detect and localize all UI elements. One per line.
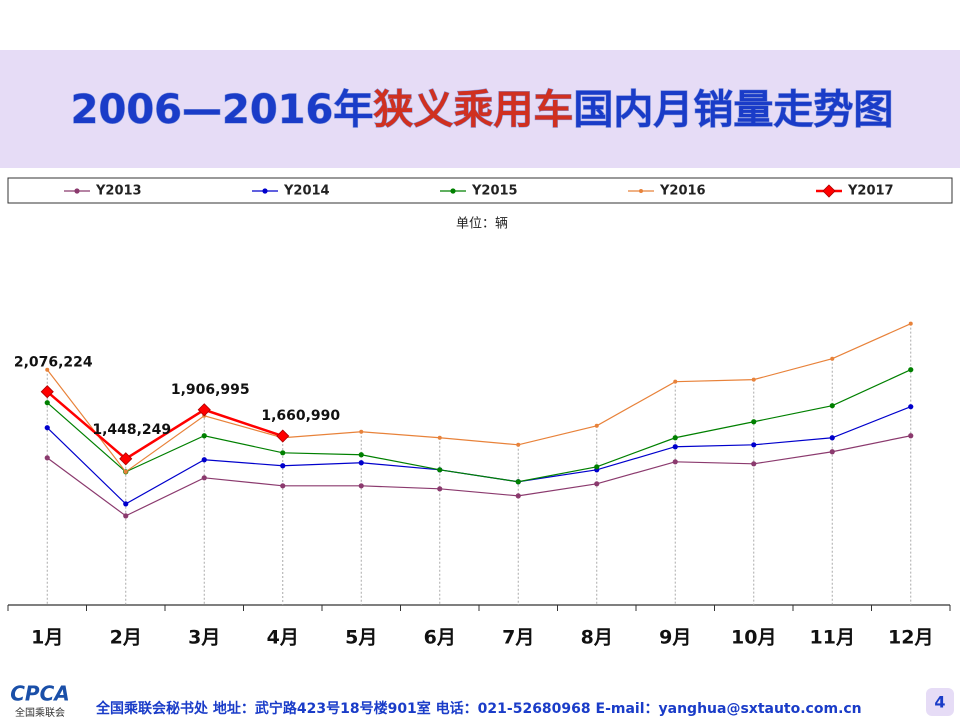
- page-number-box: [926, 688, 954, 716]
- point: [437, 435, 442, 440]
- point: [673, 379, 678, 384]
- x-tick-label: 5月: [345, 627, 377, 649]
- data-label: 1,448,249: [92, 422, 171, 438]
- point: [450, 188, 456, 194]
- point: [44, 455, 50, 461]
- title-part: 国内月销量走势图: [573, 87, 893, 133]
- point: [639, 189, 643, 193]
- point: [40, 385, 54, 399]
- point: [123, 513, 129, 519]
- point: [672, 435, 678, 441]
- data-label: 2,076,224: [14, 355, 93, 371]
- series-line: [46, 406, 911, 505]
- point: [280, 450, 286, 456]
- series-line: [46, 435, 911, 517]
- chart-title: 2006—2016年狭义乘用车国内月销量走势图: [71, 87, 894, 133]
- x-tick-label: 2月: [110, 627, 142, 649]
- point: [908, 404, 914, 410]
- point: [516, 442, 521, 447]
- point: [594, 481, 600, 487]
- x-tick-label: 3月: [188, 627, 220, 649]
- series-line: [46, 323, 911, 473]
- unit-label: 单位：辆: [456, 217, 508, 232]
- point: [515, 479, 521, 485]
- x-tick-label: 11月: [810, 627, 855, 649]
- point: [280, 483, 286, 489]
- point: [437, 486, 443, 492]
- legend-label: Y2015: [471, 184, 518, 199]
- title-part: 2006—2016年: [71, 87, 374, 133]
- point: [358, 460, 364, 466]
- point: [908, 367, 914, 373]
- point: [74, 188, 80, 194]
- legend-box: [7, 177, 953, 204]
- legend-label: Y2014: [283, 184, 330, 199]
- point: [119, 452, 133, 466]
- x-tick-label: 4月: [267, 627, 299, 649]
- point: [829, 449, 835, 455]
- point: [201, 475, 207, 481]
- x-tick-label: 12月: [888, 627, 933, 649]
- point: [751, 442, 757, 448]
- point: [358, 452, 364, 458]
- point: [201, 433, 207, 439]
- point: [44, 400, 50, 406]
- point: [908, 433, 914, 439]
- point: [594, 423, 599, 428]
- data-label: 1,660,990: [261, 408, 340, 424]
- point: [123, 501, 129, 507]
- header-band: [0, 50, 960, 168]
- x-tick-label: 7月: [502, 627, 534, 649]
- point: [358, 483, 364, 489]
- x-tick-label: 10月: [731, 627, 776, 649]
- point: [829, 435, 835, 441]
- x-tick-label: 8月: [581, 627, 613, 649]
- x-tick-label: 1月: [31, 627, 63, 649]
- point: [45, 367, 50, 372]
- point: [672, 459, 678, 465]
- footer-logo-sub: 全国乘联会: [15, 706, 65, 719]
- point: [44, 425, 50, 431]
- series-line: [46, 369, 912, 483]
- point: [280, 463, 286, 469]
- page-number: 4: [934, 693, 945, 712]
- point: [201, 457, 207, 463]
- footer: [0, 680, 960, 720]
- point: [830, 356, 835, 361]
- footer-logo: CPCA: [10, 682, 70, 706]
- point: [751, 419, 757, 425]
- point: [276, 429, 290, 443]
- footer-text: 全国乘联会秘书处 地址：武宁路423号18号楼901室 电话：021-52680…: [95, 700, 862, 717]
- legend-label: Y2017: [847, 184, 894, 199]
- legend-label: Y2013: [95, 184, 142, 199]
- point: [359, 429, 364, 434]
- point: [515, 493, 521, 499]
- series-line: [46, 390, 284, 461]
- point: [751, 377, 756, 382]
- point: [262, 188, 268, 194]
- legend-label: Y2016: [659, 184, 706, 199]
- point: [751, 461, 757, 467]
- x-tick-label: 6月: [424, 627, 456, 649]
- point: [123, 469, 128, 474]
- point: [822, 184, 836, 198]
- data-label: 1,906,995: [171, 382, 250, 398]
- x-tick-label: 9月: [659, 627, 691, 649]
- point: [672, 444, 678, 450]
- point: [197, 403, 211, 417]
- point: [908, 321, 913, 326]
- point: [829, 403, 835, 409]
- point: [437, 467, 443, 473]
- point: [594, 464, 600, 470]
- title-highlight: 狭义乘用车: [373, 87, 573, 133]
